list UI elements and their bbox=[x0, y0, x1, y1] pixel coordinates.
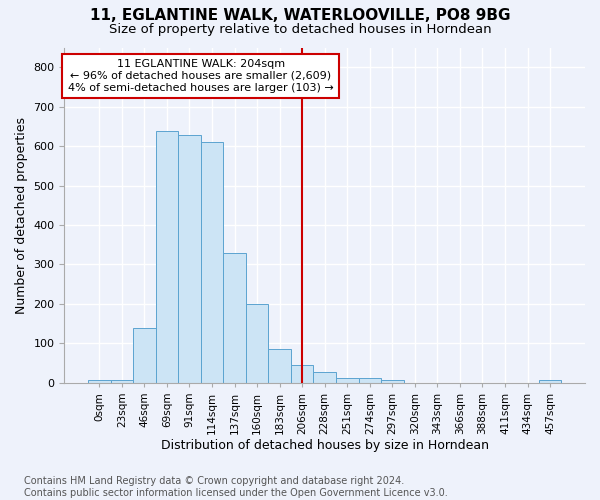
Bar bbox=[155, 131, 178, 383]
Bar bbox=[201, 142, 223, 383]
Bar bbox=[246, 304, 268, 383]
Text: Contains HM Land Registry data © Crown copyright and database right 2024.
Contai: Contains HM Land Registry data © Crown c… bbox=[24, 476, 448, 498]
Bar bbox=[539, 380, 562, 383]
Bar bbox=[223, 252, 246, 383]
Bar bbox=[88, 380, 110, 383]
Bar bbox=[110, 380, 133, 383]
Bar bbox=[178, 135, 201, 383]
Text: Size of property relative to detached houses in Horndean: Size of property relative to detached ho… bbox=[109, 22, 491, 36]
Bar bbox=[359, 378, 381, 383]
Bar bbox=[291, 365, 313, 383]
Text: 11 EGLANTINE WALK: 204sqm
← 96% of detached houses are smaller (2,609)
4% of sem: 11 EGLANTINE WALK: 204sqm ← 96% of detac… bbox=[68, 60, 334, 92]
X-axis label: Distribution of detached houses by size in Horndean: Distribution of detached houses by size … bbox=[161, 440, 489, 452]
Y-axis label: Number of detached properties: Number of detached properties bbox=[15, 116, 28, 314]
Bar bbox=[381, 380, 404, 383]
Bar bbox=[336, 378, 359, 383]
Text: 11, EGLANTINE WALK, WATERLOOVILLE, PO8 9BG: 11, EGLANTINE WALK, WATERLOOVILLE, PO8 9… bbox=[90, 8, 510, 22]
Bar bbox=[313, 372, 336, 383]
Bar bbox=[133, 328, 155, 383]
Bar bbox=[268, 350, 291, 383]
